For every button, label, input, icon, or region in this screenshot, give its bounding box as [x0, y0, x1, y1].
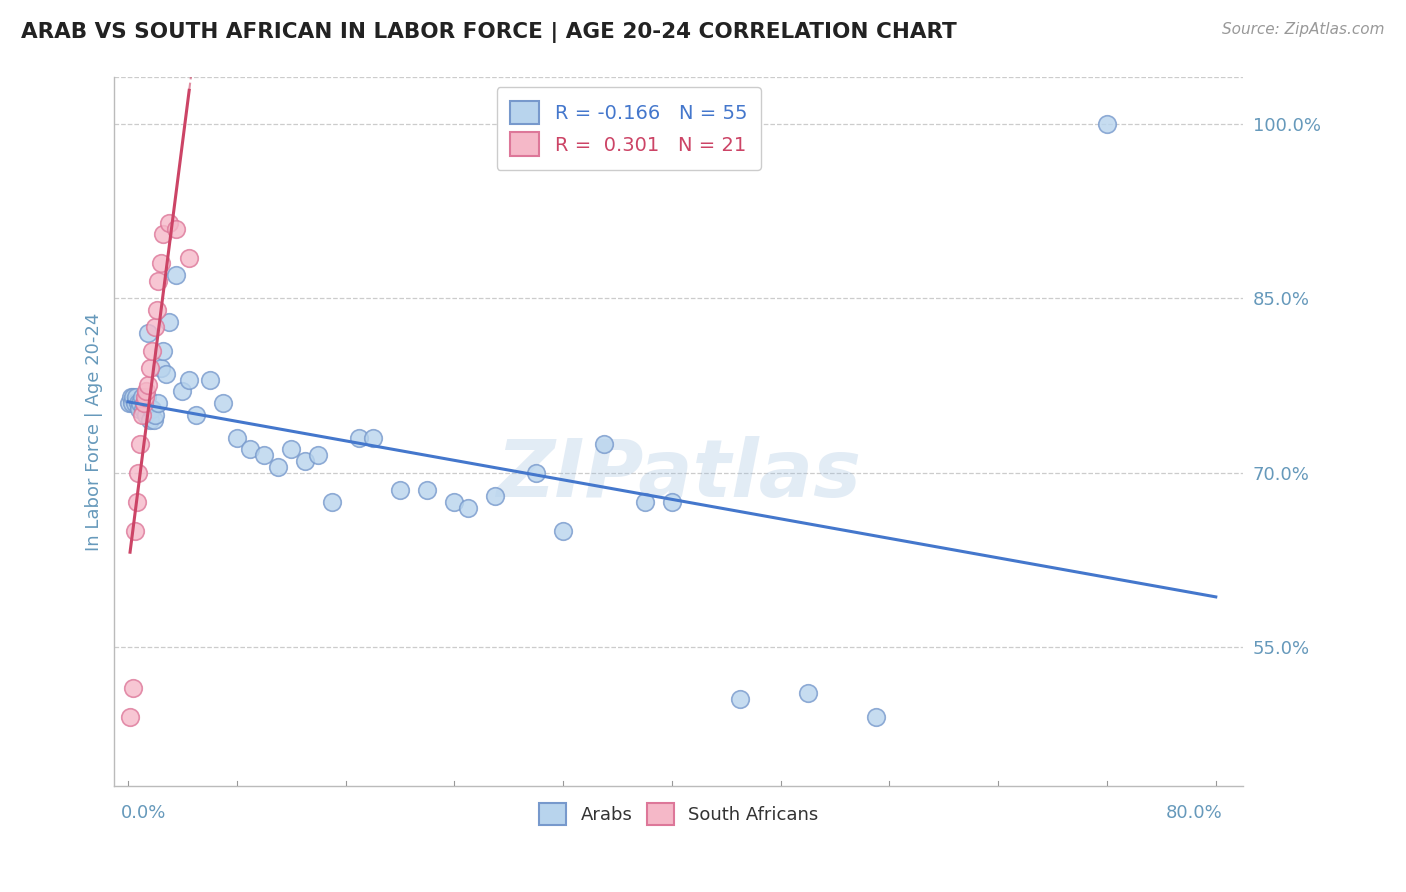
Point — [145, 302, 167, 317]
Point — [416, 483, 439, 497]
Point — [157, 314, 180, 328]
Point — [131, 390, 153, 404]
Point — [149, 361, 172, 376]
Point — [184, 408, 207, 422]
Point — [524, 466, 547, 480]
Point — [143, 408, 166, 422]
Point — [118, 396, 141, 410]
Point — [120, 390, 142, 404]
Point — [361, 431, 384, 445]
Point — [136, 390, 159, 404]
Text: Source: ZipAtlas.com: Source: ZipAtlas.com — [1222, 22, 1385, 37]
Point — [593, 436, 616, 450]
Point — [212, 396, 235, 410]
Point — [139, 401, 162, 416]
Point — [138, 378, 160, 392]
Point — [347, 431, 370, 445]
Point — [172, 384, 194, 399]
Point — [280, 442, 302, 457]
Point — [484, 489, 506, 503]
Point — [266, 459, 288, 474]
Point — [149, 256, 172, 270]
Text: ARAB VS SOUTH AFRICAN IN LABOR FORCE | AGE 20-24 CORRELATION CHART: ARAB VS SOUTH AFRICAN IN LABOR FORCE | A… — [21, 22, 957, 44]
Legend: Arabs, South Africans: Arabs, South Africans — [530, 794, 828, 834]
Point — [634, 494, 657, 508]
Point — [146, 396, 169, 410]
Point — [135, 408, 157, 422]
Point — [121, 681, 143, 695]
Point — [179, 251, 201, 265]
Point — [388, 483, 411, 497]
Point — [131, 408, 153, 422]
Point — [146, 274, 169, 288]
Point — [125, 390, 148, 404]
Point — [661, 494, 683, 508]
Point — [728, 692, 751, 706]
Point — [141, 343, 163, 358]
Point — [124, 524, 146, 538]
Point — [127, 396, 149, 410]
Point — [139, 413, 162, 427]
Point — [121, 396, 143, 410]
Point — [225, 431, 247, 445]
Point — [135, 384, 157, 399]
Point — [239, 442, 262, 457]
Point — [125, 494, 148, 508]
Point — [143, 320, 166, 334]
Point — [165, 268, 187, 282]
Point — [165, 221, 187, 235]
Point — [198, 373, 221, 387]
Point — [152, 343, 174, 358]
Text: 80.0%: 80.0% — [1166, 804, 1223, 822]
Point — [142, 413, 165, 427]
Point — [553, 524, 575, 538]
Point — [253, 448, 276, 462]
Point — [152, 227, 174, 242]
Point — [797, 686, 820, 700]
Point — [294, 454, 316, 468]
Point — [124, 396, 146, 410]
Point — [457, 500, 479, 515]
Point — [132, 396, 155, 410]
Text: ZIPatlas: ZIPatlas — [496, 435, 862, 514]
Point — [443, 494, 465, 508]
Point — [128, 436, 150, 450]
Point — [132, 401, 155, 416]
Point — [134, 390, 156, 404]
Point — [138, 326, 160, 340]
Point — [865, 710, 887, 724]
Point — [1095, 117, 1118, 131]
Point — [155, 367, 177, 381]
Point — [307, 448, 329, 462]
Point — [134, 396, 156, 410]
Point — [139, 361, 162, 376]
Point — [122, 390, 145, 404]
Point — [127, 466, 149, 480]
Y-axis label: In Labor Force | Age 20-24: In Labor Force | Age 20-24 — [86, 313, 103, 551]
Point — [128, 401, 150, 416]
Point — [129, 396, 152, 410]
Point — [321, 494, 343, 508]
Text: 0.0%: 0.0% — [121, 804, 166, 822]
Point — [179, 373, 201, 387]
Point — [118, 710, 141, 724]
Point — [141, 401, 163, 416]
Point — [157, 216, 180, 230]
